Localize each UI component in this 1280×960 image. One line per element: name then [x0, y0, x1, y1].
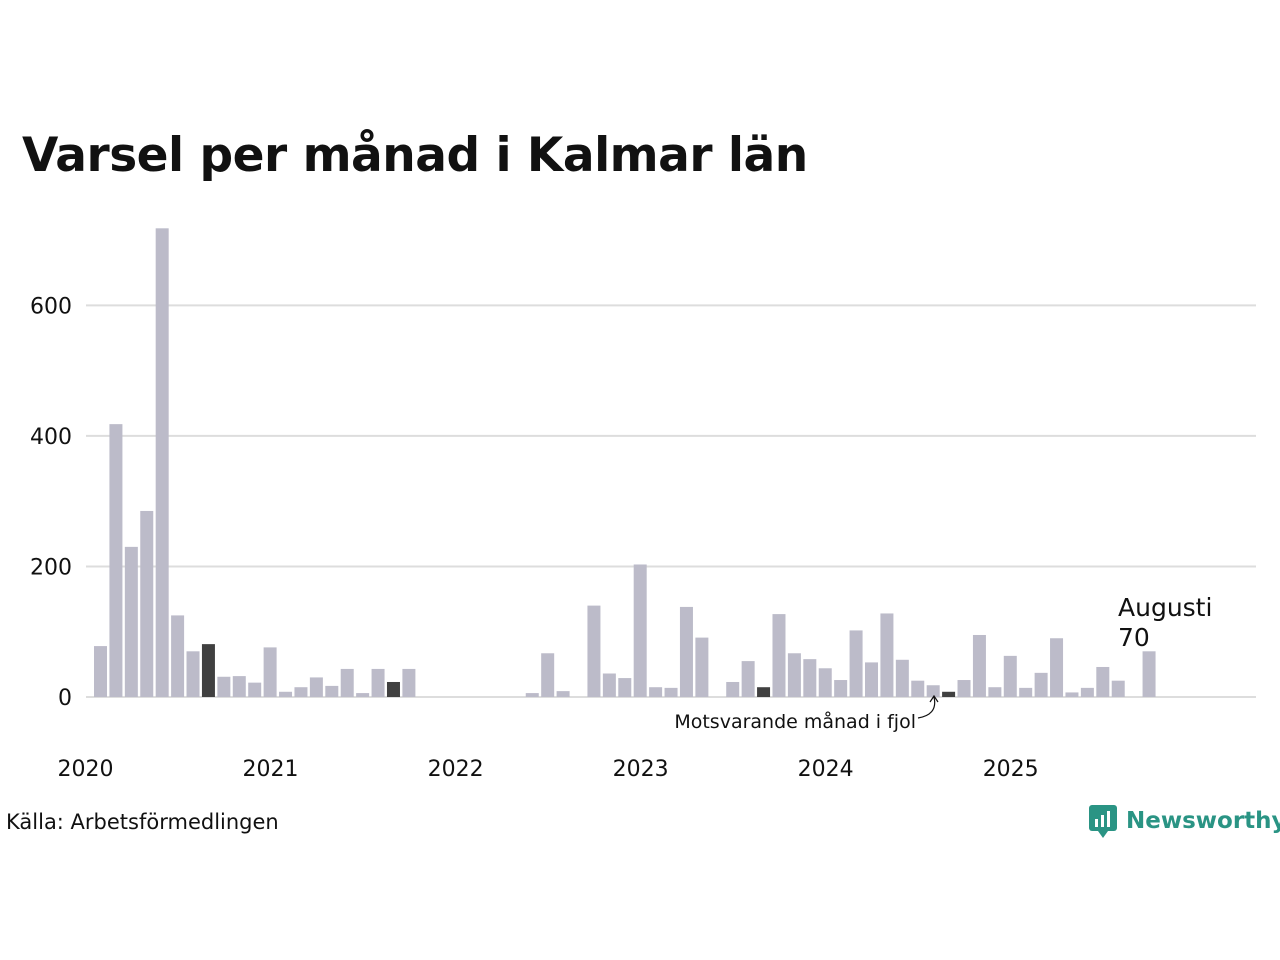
gridlines: [86, 304, 1256, 698]
bar: [957, 680, 971, 697]
bar: [1142, 651, 1156, 697]
bar: [248, 682, 262, 697]
x-tick-label: 2025: [983, 757, 1039, 782]
bar: [217, 676, 231, 697]
bar: [911, 680, 925, 697]
bar: [895, 659, 909, 697]
bar: [386, 681, 400, 697]
bar: [294, 687, 308, 697]
bar: [1065, 692, 1079, 697]
y-tick-label: 200: [30, 555, 72, 580]
bar: [834, 680, 848, 697]
newsworthy-logo-icon: [1089, 805, 1117, 838]
bar: [1019, 687, 1033, 697]
bar: [757, 687, 771, 697]
bar: [279, 691, 293, 697]
bar: [1050, 638, 1064, 697]
y-tick-label: 400: [30, 425, 72, 450]
x-tick-label: 2021: [243, 757, 299, 782]
bar: [109, 424, 123, 697]
bars: [94, 228, 1156, 698]
brand-logo[interactable]: Newsworthy: [1088, 803, 1280, 839]
bar: [772, 614, 786, 697]
y-tick-label: 0: [58, 686, 72, 711]
bar: [371, 668, 385, 697]
bar: [726, 681, 740, 697]
bar: [988, 687, 1002, 697]
bar: [803, 659, 817, 697]
bar: [679, 606, 693, 697]
bar: [263, 647, 277, 697]
x-tick-label: 2020: [58, 757, 114, 782]
bar: [880, 613, 894, 697]
bar: [402, 668, 416, 697]
bar: [1096, 666, 1110, 697]
bar: [649, 687, 663, 697]
bar: [525, 693, 539, 697]
chart-title: Varsel per månad i Kalmar län: [22, 128, 808, 183]
bar: [972, 634, 986, 697]
bar: [787, 653, 801, 697]
source-note: Källa: Arbetsförmedlingen: [6, 810, 279, 834]
latest-month-label: Augusti: [1118, 593, 1212, 622]
annotation-text: Motsvarande månad i fjol: [674, 710, 916, 733]
x-axis-ticks: 2020 2021 2022 2023 2024 2025: [58, 757, 1039, 782]
x-tick-label: 2023: [613, 757, 669, 782]
bar: [1111, 680, 1125, 697]
bar: [741, 661, 755, 697]
bar: [926, 685, 940, 697]
annotation-arrowhead: [929, 694, 939, 703]
bar: [865, 662, 878, 697]
bar: [94, 646, 107, 697]
bar: [309, 677, 323, 697]
latest-value-label: 70: [1118, 623, 1150, 652]
bar: [201, 644, 215, 697]
bar: [155, 228, 169, 698]
x-tick-label: 2022: [428, 757, 484, 782]
bar: [325, 685, 339, 697]
bar: [695, 637, 709, 697]
bar: [124, 546, 138, 697]
bar: [340, 668, 354, 697]
y-tick-label: 600: [30, 294, 72, 319]
bar: [602, 673, 616, 697]
bar: [356, 693, 370, 697]
annotation-group: Motsvarande månad i fjol: [674, 694, 939, 733]
bar: [541, 653, 555, 697]
bar: [942, 691, 956, 697]
bar: [1034, 672, 1048, 697]
bar: [556, 691, 570, 697]
annotation-arrow: [917, 696, 936, 719]
bar: [1080, 687, 1094, 697]
bar: [140, 510, 154, 697]
bar: [818, 668, 832, 697]
bar: [633, 564, 647, 697]
brand-name: Newsworthy: [1126, 808, 1280, 834]
bar: [618, 678, 632, 697]
y-axis-ticks: 0 200 400 600: [30, 294, 72, 711]
bar: [664, 687, 678, 697]
latest-label-group: Augusti 70: [1118, 593, 1212, 652]
bar: [587, 605, 601, 697]
bar: [232, 676, 246, 697]
x-tick-label: 2024: [798, 757, 854, 782]
bar: [186, 651, 200, 697]
bar: [171, 615, 185, 697]
bar: [849, 630, 863, 697]
bar: [1003, 655, 1017, 697]
